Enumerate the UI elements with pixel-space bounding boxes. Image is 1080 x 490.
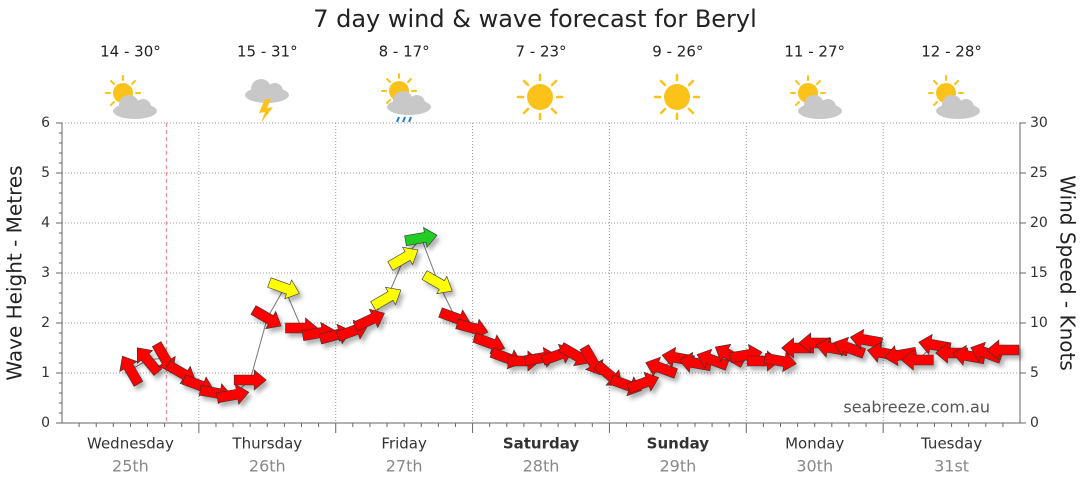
wind-arrow: [884, 345, 918, 367]
y-tick-label: 4: [41, 215, 50, 231]
y-tick-label: 0: [41, 415, 50, 431]
y-tick-label: 1: [41, 365, 50, 381]
icon-sun-cloud: [928, 75, 980, 119]
y2-tick-label: 15: [1030, 265, 1048, 281]
wind-arrow: [645, 356, 678, 379]
y2-tick-label: 20: [1030, 215, 1048, 231]
y2-tick-label: 10: [1030, 315, 1048, 331]
icon-rain: [381, 73, 431, 123]
wind-arrow: [233, 369, 267, 391]
date-label: 26th: [249, 457, 286, 476]
temp-label: 12 - 28°: [921, 43, 982, 61]
watermark: seabreeze.com.au: [843, 398, 990, 417]
wind-arrow: [763, 351, 797, 373]
day-label: Tuesday: [920, 435, 982, 453]
day-label: Monday: [785, 435, 844, 453]
date-label: 29th: [659, 457, 696, 476]
wind-arrow: [267, 277, 300, 300]
temp-label: 14 - 30°: [100, 43, 161, 61]
wind-arrow: [833, 336, 867, 359]
y-axis-title: Wave Height - Metres: [3, 165, 27, 380]
chart-title: 7 day wind & wave forecast for Beryl: [313, 5, 757, 33]
temp-label: 15 - 31°: [237, 43, 298, 61]
day-label: Friday: [381, 435, 427, 453]
wind-arrows: [119, 226, 1020, 405]
y-tick-label: 3: [41, 265, 50, 281]
temp-label: 8 - 17°: [379, 43, 430, 61]
wind-arrow: [404, 226, 438, 248]
y2-tick-label: 25: [1030, 165, 1048, 181]
wind-arrow: [387, 246, 419, 271]
y2-tick-label: 30: [1030, 115, 1048, 131]
icon-sun: [653, 73, 701, 121]
day-label: Wednesday: [87, 435, 174, 453]
weather-icons: [105, 73, 980, 123]
icon-sun: [516, 73, 564, 121]
y2-tick-label: 5: [1030, 365, 1039, 381]
wind-arrow: [421, 270, 453, 295]
wind-arrow: [352, 308, 385, 332]
date-label: 25th: [112, 457, 149, 476]
wind-arrow: [250, 305, 282, 330]
icon-sun-cloud: [790, 75, 842, 119]
date-label: 31st: [934, 457, 969, 476]
wind-arrow: [119, 355, 144, 387]
wind-arrow: [696, 348, 730, 371]
wind-arrow: [849, 328, 884, 350]
wind-arrow: [216, 383, 250, 405]
wind-arrow: [986, 339, 1020, 361]
y-tick-label: 6: [41, 115, 50, 131]
temp-label: 7 - 23°: [515, 43, 566, 61]
temp-label: 11 - 27°: [784, 43, 845, 61]
y2-tick-label: 0: [1030, 415, 1039, 431]
day-label: Saturday: [503, 435, 580, 453]
icon-storm: [245, 79, 289, 123]
wind-arrow: [626, 371, 660, 394]
icon-sun-cloud: [105, 75, 157, 119]
temp-label: 9 - 26°: [652, 43, 703, 61]
wind-arrow: [370, 286, 402, 311]
y2-axis-title: Wind Speed - Knots: [1056, 175, 1080, 371]
date-label: 28th: [523, 457, 560, 476]
date-label: 30th: [796, 457, 833, 476]
day-label: Thursday: [231, 435, 302, 453]
date-label: 27th: [386, 457, 423, 476]
y-tick-label: 2: [41, 315, 50, 331]
day-label: Sunday: [647, 435, 710, 453]
wind-arrow: [900, 349, 934, 371]
y-tick-label: 5: [41, 165, 50, 181]
